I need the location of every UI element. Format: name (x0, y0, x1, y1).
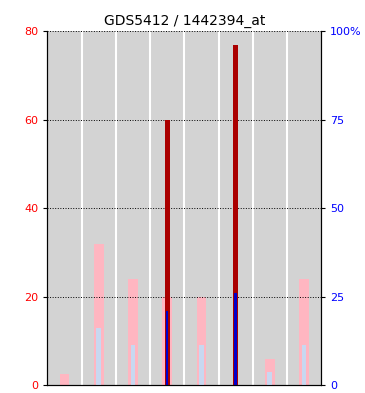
Bar (82, 31, 116, 385)
Bar (268, 372, 272, 385)
Bar (150, 31, 184, 385)
Bar (47, 31, 82, 385)
Bar (94, 244, 104, 385)
Bar (299, 279, 309, 385)
Bar (197, 297, 206, 385)
Bar (116, 31, 150, 385)
Bar (302, 345, 307, 385)
Title: GDS5412 / 1442394_at: GDS5412 / 1442394_at (104, 14, 265, 28)
Bar (234, 293, 237, 385)
Bar (233, 45, 238, 385)
Bar (199, 345, 204, 385)
Bar (219, 31, 253, 385)
Bar (60, 374, 69, 385)
Bar (165, 120, 170, 385)
Bar (253, 31, 287, 385)
Bar (166, 311, 168, 385)
Bar (128, 279, 138, 385)
Bar (265, 358, 275, 385)
Bar (131, 345, 135, 385)
Bar (96, 328, 101, 385)
Bar (287, 31, 321, 385)
Bar (162, 297, 172, 385)
Bar (184, 31, 219, 385)
